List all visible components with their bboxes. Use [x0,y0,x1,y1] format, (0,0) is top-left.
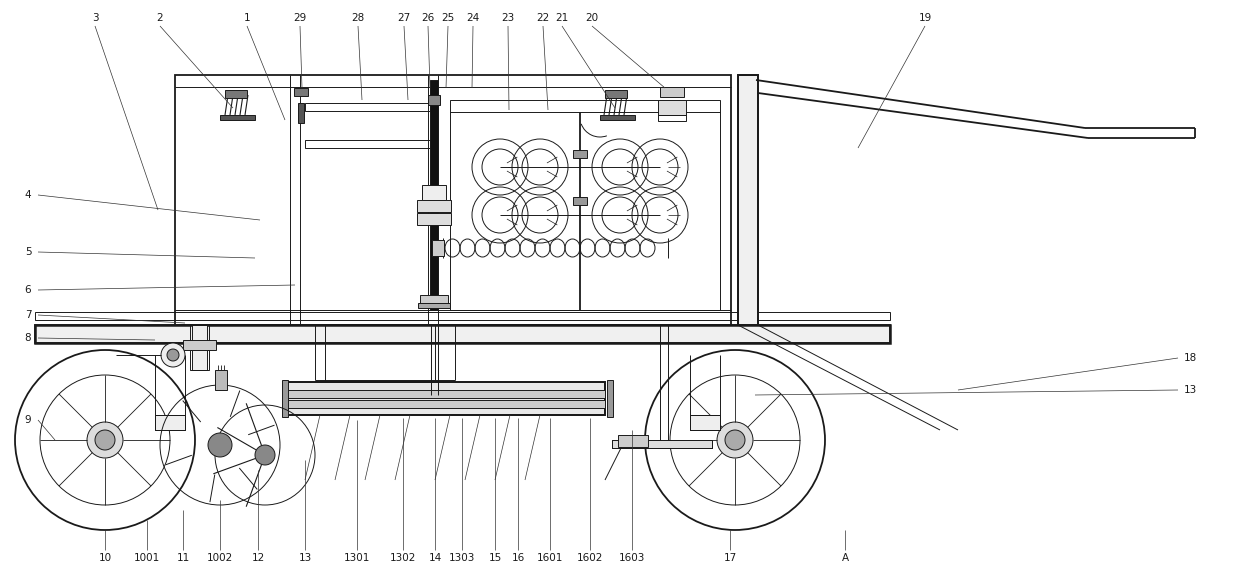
Bar [658,115,686,121]
Text: 18: 18 [1183,353,1197,363]
Bar [607,380,613,417]
Text: 13: 13 [299,553,312,563]
Text: 27: 27 [398,13,410,23]
Bar [35,325,890,343]
Text: A: A [841,553,849,563]
Bar [418,213,451,225]
Circle shape [95,430,115,450]
Circle shape [255,445,275,465]
Bar [612,440,712,448]
Bar [600,115,636,120]
Bar [225,90,247,98]
Text: 14: 14 [429,553,441,563]
Bar [690,415,720,430]
Text: 1303: 1303 [449,553,476,563]
Bar [418,303,450,308]
Bar [285,390,605,398]
Text: 25: 25 [441,13,455,23]
Text: 3: 3 [92,13,98,23]
Text: 16: 16 [512,553,524,563]
Circle shape [167,349,178,361]
Circle shape [717,422,753,458]
Bar [418,200,451,212]
Bar [175,75,731,325]
Text: 8: 8 [25,333,31,343]
Circle shape [725,430,745,450]
Bar [294,88,309,96]
Bar [155,415,185,430]
Bar [192,325,207,370]
Text: 4: 4 [25,190,31,200]
Bar [572,197,587,205]
Text: 1601: 1601 [536,553,564,563]
Text: 19: 19 [918,13,932,23]
Text: 13: 13 [1183,385,1197,395]
Text: 11: 11 [176,553,190,563]
Bar [282,380,287,417]
Text: 1603: 1603 [618,553,646,563]
Bar [35,312,890,320]
Text: 1602: 1602 [577,553,603,563]
Bar [285,400,605,408]
Bar [690,415,720,430]
Bar [427,95,440,105]
Bar [738,75,758,325]
Text: 24: 24 [466,13,479,23]
Bar [658,100,686,115]
Text: 28: 28 [352,13,364,23]
Text: 9: 9 [25,415,31,425]
Text: 7: 7 [25,310,31,320]
Text: 1002: 1002 [207,553,233,563]
Bar [285,382,605,415]
Bar [618,435,648,447]
Bar [221,115,255,120]
Text: 1001: 1001 [134,553,160,563]
Text: 1302: 1302 [390,553,416,563]
Bar [299,103,304,123]
Text: 17: 17 [724,553,737,563]
Text: 1301: 1301 [343,553,370,563]
Text: 23: 23 [502,13,514,23]
Bar [430,80,439,310]
Text: 10: 10 [98,553,112,563]
Text: 29: 29 [294,13,306,23]
Bar [572,150,587,158]
Bar [305,140,430,148]
Text: 22: 22 [536,13,550,23]
Text: 6: 6 [25,285,31,295]
Bar [420,295,449,303]
Text: 26: 26 [421,13,435,23]
Text: 12: 12 [252,553,265,563]
Text: 1: 1 [244,13,250,23]
Bar [35,325,890,343]
Circle shape [208,433,232,457]
Bar [190,325,209,370]
Circle shape [87,422,123,458]
Bar [305,103,430,111]
Bar [432,240,444,256]
Circle shape [161,343,185,367]
Bar [738,75,758,325]
Text: 15: 15 [488,553,502,563]
Bar [660,87,684,97]
Bar [605,90,627,98]
Bar [285,382,605,415]
Bar [183,340,216,350]
Text: 2: 2 [156,13,164,23]
Bar [422,185,446,200]
Text: 21: 21 [555,13,569,23]
Bar [216,370,227,390]
Bar [155,415,185,430]
Text: 20: 20 [586,13,598,23]
Bar [450,100,720,310]
Text: 5: 5 [25,247,31,257]
Bar [612,440,712,448]
